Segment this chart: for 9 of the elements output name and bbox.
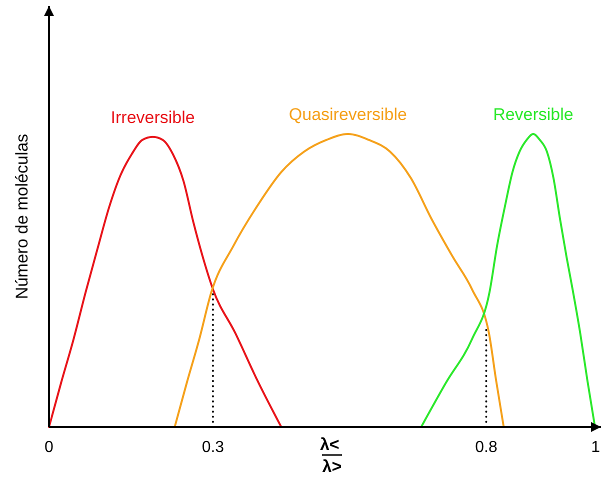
x-tick-label: 1 [591, 439, 600, 456]
series-label: Irreversible [110, 108, 195, 127]
x-axis-title: λ< λ> [320, 435, 342, 476]
x-tick-label: 0 [44, 439, 54, 456]
series-label: Reversible [493, 105, 574, 124]
y-axis-title: Número de moléculas [12, 134, 32, 300]
x-tick-label: 0.8 [475, 439, 498, 456]
x-tick-label: 0.3 [202, 439, 224, 456]
series-label: Quasireversible [288, 105, 408, 124]
